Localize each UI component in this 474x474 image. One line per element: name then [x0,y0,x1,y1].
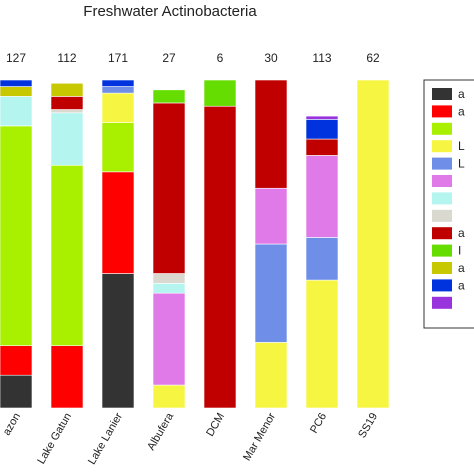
legend-swatch [432,227,452,240]
bar-segment [305,279,339,409]
x-tick-label: Lake Gatun [35,411,74,466]
bar-segment [254,79,288,189]
bar-segment [203,105,237,409]
bar-segment [0,79,33,87]
legend-swatch [432,209,452,222]
x-tick-label: DCM [204,411,227,439]
bar-segment [50,82,84,97]
count-label: 127 [6,51,26,65]
x-tick-label: Mar Menor [241,411,278,463]
bar-segment [0,374,33,409]
x-tick-label: Lake Lanier [86,411,125,467]
x-tick-label: Albufera [145,410,176,452]
bar-segment [101,171,135,274]
legend-swatch [432,279,452,292]
legend-swatch [432,296,452,309]
bar-segment [101,86,135,94]
count-label: 112 [57,51,76,65]
bar-segment [50,96,84,110]
legend-label: I [458,244,461,258]
bar-segment [50,109,84,114]
bar-segment [101,79,135,87]
x-tick-label: SS19 [356,411,380,440]
bar-segment [356,79,390,409]
legend-swatch [432,105,452,118]
bar-segment [101,122,135,173]
legend-label: a [458,261,465,275]
bar-segment [152,89,186,104]
x-tick-labels: azon Lake Gatun Lake Lanier Albufera DCM Mar … [1,410,380,467]
bar-segment [305,119,339,140]
count-label: 6 [217,51,224,65]
bar-segment [305,237,339,281]
count-label: 27 [162,51,176,65]
legend-label: a [458,278,465,292]
bar-segment [305,138,339,156]
bar-segment [254,187,288,245]
legend-label: L [458,139,465,153]
bar-segment [0,86,33,97]
x-tick-label: PC6 [308,411,329,436]
count-label: 171 [108,51,128,65]
legend-swatch [432,192,452,205]
count-label: 113 [312,51,331,65]
bar-segment [50,345,84,409]
bar-segment [50,112,84,166]
legend-swatch [432,122,452,135]
bar-segment [152,384,186,409]
bar-segment [152,292,186,386]
bar-segment [152,102,186,274]
bars [0,79,390,409]
bar-segment [305,155,339,238]
bar-segment [254,243,288,343]
bar-segment [101,92,135,123]
bar-segment [0,125,33,346]
bar-segment [305,115,339,120]
legend-swatch [432,157,452,170]
legend-swatch [432,140,452,153]
legend-swatch [432,88,452,100]
count-label: 30 [264,51,278,65]
bar-segment [101,273,135,409]
legend-swatch [432,175,452,187]
chart-title: Freshwater Actinobacteria [83,3,257,20]
count-label: 62 [366,51,380,65]
legend-swatch [432,244,452,257]
bar-segment [50,164,84,346]
bar-segment [152,283,186,294]
bar-segment [0,345,33,376]
count-labels: 127 112 171 27 6 30 113 62 [6,51,380,65]
legend-label: a [458,104,465,118]
x-tick-label: azon [1,411,23,438]
legend-label: a [458,226,465,240]
bar-segment [0,96,33,127]
legend-label: L [458,157,465,171]
legend-label: a [458,87,465,101]
bar-segment [254,342,288,409]
bar-segment [152,273,186,284]
bar-segment [203,79,237,107]
legend-swatch [432,262,452,274]
